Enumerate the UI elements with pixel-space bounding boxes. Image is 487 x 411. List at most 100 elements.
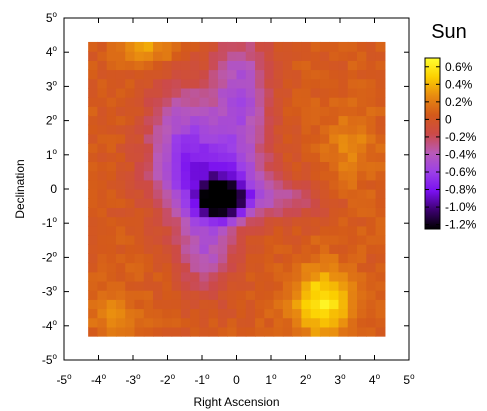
heatmap-cell — [347, 179, 358, 190]
heatmap-cell — [282, 69, 293, 80]
heatmap-cell — [310, 41, 321, 52]
heatmap-cell — [134, 262, 145, 273]
heatmap-cell — [227, 87, 238, 98]
heatmap-cell — [375, 317, 386, 328]
heatmap-cell — [301, 152, 312, 163]
heatmap-cell — [282, 225, 293, 236]
heatmap-cell — [97, 271, 108, 282]
heatmap-cell — [236, 216, 247, 227]
heatmap-cell — [357, 271, 367, 282]
heatmap-cell — [347, 253, 358, 264]
heatmap-cell — [273, 124, 284, 135]
heatmap-cell — [375, 60, 386, 71]
heatmap-cell — [310, 189, 321, 199]
heatmap-cell — [338, 124, 349, 135]
heatmap-cell — [273, 326, 284, 337]
heatmap-cell — [97, 69, 108, 80]
heatmap-cell — [88, 262, 99, 273]
heatmap-cell — [143, 299, 154, 310]
heatmap-cell — [310, 60, 321, 71]
heatmap-cell — [264, 51, 275, 61]
heatmap-cell — [282, 179, 293, 190]
heatmap-cell — [199, 234, 210, 245]
heatmap-cell — [338, 133, 349, 144]
heatmap-cell — [347, 78, 358, 89]
heatmap-cell — [97, 87, 108, 98]
colorbar-label: 0.6% — [445, 60, 473, 74]
heatmap-cell — [125, 115, 136, 126]
heatmap-cell — [125, 143, 136, 153]
heatmap-cell — [97, 326, 108, 337]
heatmap-cell — [88, 143, 99, 153]
heatmap-cell — [134, 60, 145, 71]
heatmap-cell — [245, 317, 256, 328]
heatmap-cell — [292, 225, 302, 236]
heatmap-cell — [245, 78, 256, 89]
heatmap-cell — [375, 152, 386, 163]
heatmap-cell — [217, 234, 228, 245]
heatmap-cell — [106, 225, 117, 236]
heatmap-cell — [245, 143, 256, 153]
heatmap-cell — [97, 198, 108, 208]
heatmap-cell — [301, 244, 312, 254]
heatmap-cell — [264, 198, 275, 208]
heatmap-cell — [171, 280, 182, 291]
heatmap-cell — [153, 152, 163, 163]
heatmap-cell — [357, 78, 367, 89]
heatmap-cell — [227, 78, 238, 89]
heatmap-cell — [88, 161, 99, 172]
heatmap-cell — [88, 189, 99, 199]
heatmap-cell — [310, 290, 321, 300]
heatmap-cell — [153, 234, 163, 245]
colorbar-label: -0.4% — [445, 147, 477, 161]
heatmap-cell — [347, 161, 358, 172]
heatmap-cell — [292, 152, 302, 163]
heatmap-cell — [115, 60, 126, 71]
heatmap-cell — [125, 262, 136, 273]
heatmap-cell — [125, 271, 136, 282]
heatmap-cell — [162, 262, 173, 273]
heatmap-cell — [199, 317, 210, 328]
heatmap-cell — [143, 161, 154, 172]
heatmap-cell — [338, 280, 349, 291]
heatmap-cell — [282, 170, 293, 181]
heatmap-cell — [106, 143, 117, 153]
tick-label: -1o — [42, 215, 58, 230]
heatmap-cell — [97, 207, 108, 218]
heatmap-cell — [134, 271, 145, 282]
tick-label: 1o — [46, 147, 58, 162]
heatmap-cell — [292, 41, 302, 52]
heatmap-cell — [273, 244, 284, 254]
heatmap-cell — [236, 78, 247, 89]
heatmap-cell — [217, 299, 228, 310]
heatmap-cell — [366, 317, 377, 328]
tick-label: 5o — [403, 372, 415, 387]
heatmap-cell — [180, 60, 191, 71]
heatmap-cell — [88, 179, 99, 190]
heatmap-cell — [236, 115, 247, 126]
heatmap-cell — [143, 253, 154, 264]
heatmap-cell — [97, 124, 108, 135]
heatmap-cell — [162, 78, 173, 89]
heatmap-cell — [143, 326, 154, 337]
heatmap-cell — [292, 124, 302, 135]
heatmap-cell — [338, 143, 349, 153]
heatmap-cell — [208, 262, 219, 273]
heatmap-cell — [264, 124, 275, 135]
heatmap-cell — [236, 161, 247, 172]
heatmap-cell — [357, 308, 367, 319]
heatmap-cell — [97, 234, 108, 245]
heatmap-cell — [190, 326, 201, 337]
heatmap-cell — [329, 225, 340, 236]
heatmap-cell — [97, 97, 108, 107]
heatmap-cell — [217, 133, 228, 144]
heatmap-cell — [143, 207, 154, 218]
heatmap-cell — [134, 207, 145, 218]
heatmap-cell — [125, 317, 136, 328]
heatmap-cell — [180, 234, 191, 245]
heatmap-cell — [273, 78, 284, 89]
heatmap-cell — [264, 170, 275, 181]
heatmap-cell — [208, 308, 219, 319]
heatmap-cell — [134, 244, 145, 254]
heatmap-cell — [366, 124, 377, 135]
